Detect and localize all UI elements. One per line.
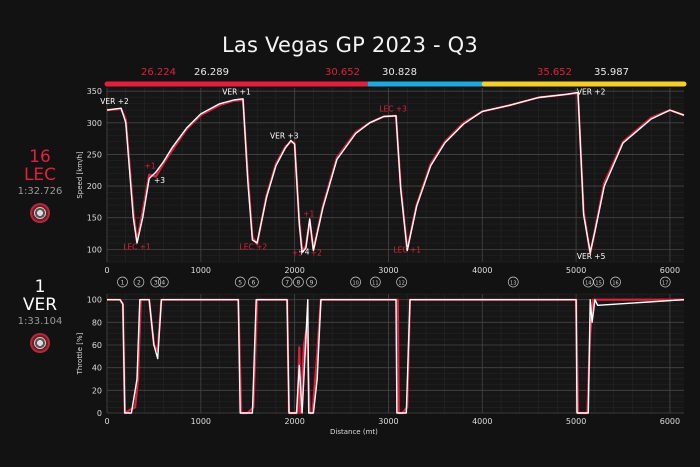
corner-marker	[234, 276, 246, 288]
svg-text:200: 200	[87, 182, 102, 191]
svg-text:0: 0	[97, 409, 102, 418]
svg-text:300: 300	[87, 119, 102, 128]
svg-text:6000: 6000	[660, 266, 680, 275]
gap-annotation: VER +3	[270, 132, 299, 141]
sector-2-lec-time: 30.652	[325, 67, 360, 78]
svg-text:150: 150	[87, 214, 102, 223]
corner-marker	[659, 276, 671, 288]
corner-marker	[150, 276, 162, 288]
corner-number: 6	[251, 280, 255, 287]
gap-annotation: +1	[303, 209, 314, 218]
gap-annotation: +1	[145, 161, 156, 170]
gap-annotation: VER +1	[222, 87, 251, 96]
corner-number: 16	[612, 281, 618, 287]
corner-number: 17	[662, 281, 668, 287]
svg-text:3000: 3000	[378, 266, 398, 275]
sector-3-ver-time: 35.987	[594, 67, 629, 78]
corner-marker	[350, 276, 361, 288]
svg-text:80: 80	[92, 318, 102, 327]
gap-annotation: VER +5	[577, 252, 606, 261]
gap-annotation: +5	[292, 249, 303, 258]
corner-number: 10	[352, 281, 358, 287]
corner-number: 11	[372, 281, 378, 287]
ver-trace	[106, 91, 685, 254]
svg-text:2000: 2000	[284, 266, 304, 275]
corner-marker	[281, 276, 293, 288]
corner-number: 5	[238, 280, 242, 287]
svg-text:4000: 4000	[472, 417, 492, 426]
driver-code: LEC	[23, 165, 57, 185]
gap-annotation: LEC +1	[393, 246, 421, 255]
sector-2-ver-time: 30.828	[382, 67, 417, 78]
corner-marker	[610, 276, 621, 288]
gap-annotation: LEC +2	[240, 242, 268, 251]
corner-number: 9	[310, 280, 314, 287]
gap-annotation: +4	[298, 247, 309, 256]
gap-annotation: VER +2	[100, 97, 129, 106]
svg-text:0: 0	[104, 266, 109, 275]
driver-number: 16	[29, 147, 51, 167]
corner-marker	[248, 276, 259, 288]
svg-text:2000: 2000	[284, 417, 304, 426]
svg-text:5000: 5000	[566, 266, 586, 275]
gap-annotation: LEC +1	[123, 242, 151, 251]
svg-text:20: 20	[92, 386, 102, 395]
gap-annotation: VER +2	[577, 87, 606, 96]
sector-3-lec-time: 35.652	[537, 67, 572, 78]
corner-marker	[293, 276, 304, 288]
soft-tyre-icon	[30, 333, 50, 353]
chart-title: Las Vegas GP 2023 - Q3	[222, 33, 478, 57]
corner-number: 12	[398, 281, 404, 287]
lap-time: 1:33.104	[17, 316, 63, 327]
soft-tyre-icon	[30, 203, 50, 223]
corner-number: 14	[585, 281, 591, 287]
corner-marker	[593, 276, 604, 288]
svg-text:60: 60	[92, 341, 102, 350]
sector-1-lec-time: 26.224	[141, 67, 176, 78]
svg-text:Speed [km/h]: Speed [km/h]	[76, 151, 84, 199]
corner-number: 8	[296, 280, 300, 287]
corner-number: 1	[121, 280, 125, 287]
svg-text:Distance (mt): Distance (mt)	[330, 428, 378, 436]
corner-marker	[507, 276, 519, 288]
driver-number: 1	[34, 277, 46, 297]
gap-annotation: +2	[311, 249, 322, 258]
corner-number: 7	[285, 280, 289, 287]
svg-text:3000: 3000	[378, 417, 398, 426]
svg-text:100: 100	[87, 296, 102, 305]
svg-text:5000: 5000	[566, 417, 586, 426]
corner-number: 15	[595, 281, 601, 287]
gap-annotation: +3	[154, 176, 165, 185]
driver-code: VER	[22, 295, 58, 315]
sector-1-ver-time: 26.289	[194, 67, 229, 78]
svg-text:1000: 1000	[191, 266, 211, 275]
corner-marker	[396, 276, 407, 288]
svg-text:Throttle [%]: Throttle [%]	[76, 332, 84, 375]
svg-text:1000: 1000	[191, 417, 211, 426]
speed-chart: 0 1000 2000 3000 4000 5000 6000 100 150 200 250 300…	[76, 87, 685, 275]
svg-text:100: 100	[87, 245, 102, 254]
driver-ver-panel: 1 VER 1:33.104	[0, 278, 80, 353]
driver-lec-panel: 16 LEC 1:32.726	[0, 148, 80, 223]
ver-trace	[107, 299, 685, 414]
corner-number: 13	[510, 281, 516, 287]
svg-text:6000: 6000	[660, 417, 680, 426]
corner-marker	[306, 276, 317, 288]
corner-number: 4	[161, 280, 165, 287]
svg-text:350: 350	[87, 87, 102, 96]
throttle-chart: 0 1000 2000 3000 4000 5000 6000 0 20 40 60 80 100 Thr…	[76, 293, 685, 436]
corner-marker	[133, 276, 145, 288]
corner-number: 2	[137, 280, 141, 287]
svg-text:250: 250	[87, 150, 102, 159]
svg-text:4000: 4000	[472, 266, 492, 275]
corner-marker	[117, 276, 128, 288]
gap-annotation: LEC +3	[379, 104, 407, 113]
corner-number: 3	[154, 280, 158, 287]
svg-text:0: 0	[104, 417, 109, 426]
corner-marker	[369, 276, 381, 288]
corner-marker	[157, 276, 169, 288]
svg-text:40: 40	[92, 364, 102, 373]
lap-time: 1:32.726	[17, 186, 63, 197]
